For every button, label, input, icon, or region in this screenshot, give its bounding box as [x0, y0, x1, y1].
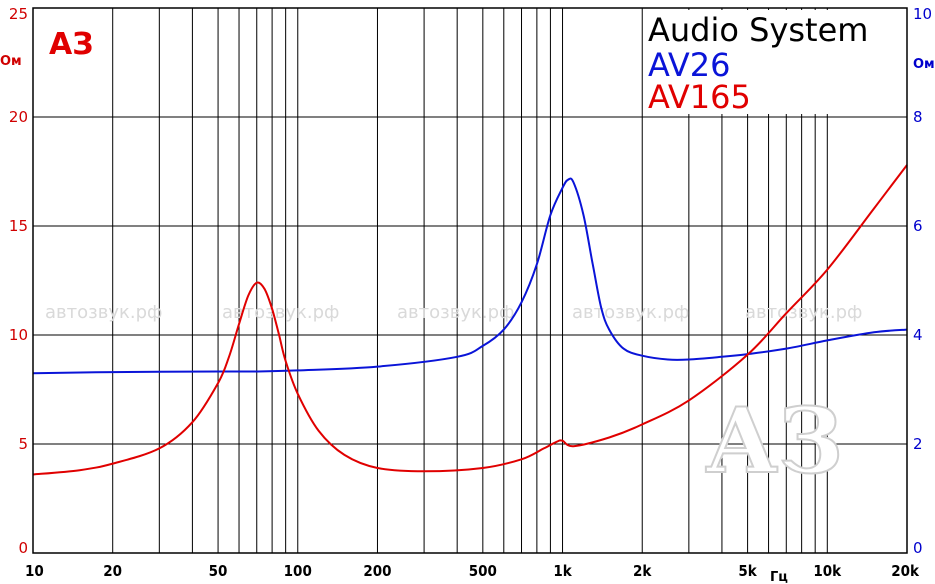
- watermark-text-1: автозвук.рф: [45, 302, 162, 323]
- x-axis-tick-label: 500: [469, 562, 497, 580]
- watermark-text-5: автозвук.рф: [745, 302, 862, 323]
- x-axis-tick-label: 5k: [738, 562, 757, 580]
- legend-background: [644, 10, 902, 114]
- right-axis-tick-label: 4: [913, 326, 923, 344]
- brand-logo-text: АЗ: [49, 27, 94, 62]
- watermark-text-2: автозвук.рф: [222, 302, 339, 323]
- watermark-text-3: автозвук.рф: [397, 302, 514, 323]
- right-axis-tick-label: 6: [913, 217, 923, 235]
- legend-entry-av165: AV165: [648, 78, 751, 116]
- x-axis-unit: Гц: [770, 570, 788, 584]
- av165-impedance-line: [32, 164, 908, 476]
- right-axis-unit: Ом: [913, 57, 935, 72]
- x-axis-tick-label: 100: [284, 562, 312, 580]
- legend-entry-av26: AV26: [648, 46, 730, 84]
- left-axis-tick-label: 25: [9, 5, 28, 23]
- background-logo-watermark: АЗ: [705, 388, 843, 494]
- av26-impedance-line: [32, 177, 908, 375]
- left-axis-tick-label: 0: [18, 539, 28, 557]
- left-axis-unit: Ом: [0, 54, 22, 69]
- right-axis-tick-label: 8: [913, 108, 923, 126]
- x-axis-tick-label: 2k: [633, 562, 652, 580]
- x-axis-tick-label: 50: [209, 562, 228, 580]
- x-axis-tick-label: 20: [103, 562, 122, 580]
- axis-ticks: 0 5 10 15 20 25 0 2 4 6 8 10 10 20 50 100 200 500 1k 2k 5k 10…: [9, 5, 932, 580]
- x-axis-tick-label: 10: [25, 562, 44, 580]
- right-axis-tick-label: 0: [913, 539, 923, 557]
- x-axis-tick-label: 20k: [891, 562, 920, 580]
- left-axis-tick-label: 20: [9, 108, 28, 126]
- left-axis-tick-label: 15: [9, 217, 28, 235]
- x-axis-tick-label: 1k: [553, 562, 572, 580]
- watermark-text-4: автозвук.рф: [572, 302, 689, 323]
- plot-border: [32, 7, 908, 554]
- plot-frame: [32, 7, 908, 554]
- left-axis-tick-label: 10: [9, 326, 28, 344]
- right-axis-tick-label: 2: [913, 435, 923, 453]
- brand-logo: АЗ: [49, 27, 94, 62]
- left-axis-tick-label: 5: [18, 435, 28, 453]
- watermarks: АЗ автозвук.рф автозвук.рф автозвук.рф а…: [45, 302, 862, 495]
- x-axis-tick-label: 10k: [813, 562, 842, 580]
- chart-title: Audio System: [648, 11, 868, 49]
- grid: [33, 8, 907, 553]
- x-axis-tick-label: 200: [363, 562, 391, 580]
- series-lines: [32, 164, 908, 476]
- right-axis-tick-label: 10: [913, 5, 932, 23]
